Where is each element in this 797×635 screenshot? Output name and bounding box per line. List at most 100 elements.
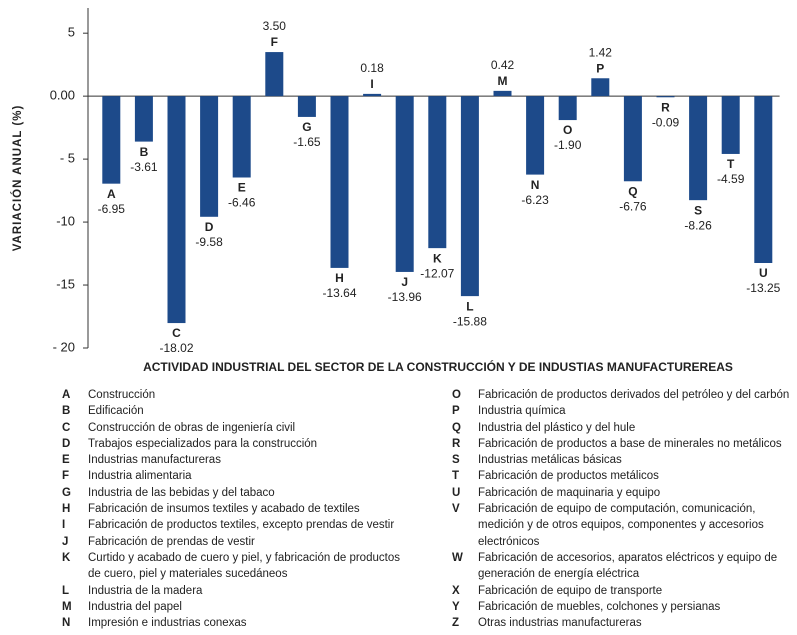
value-label: -8.26 — [684, 218, 712, 232]
legend-label: Trabajos especializados para la construc… — [88, 437, 318, 450]
legend-key: Y — [452, 600, 460, 613]
value-label: -18.02 — [159, 341, 193, 355]
legend-item: S Industrias metálicas básicas — [452, 452, 797, 468]
bar — [689, 96, 708, 201]
value-label: -6.76 — [619, 199, 647, 213]
legend-label: Industria alimentaria — [88, 470, 192, 483]
category-label: I — [370, 77, 373, 91]
legend-label: Industria de las bebidas y del tabaco — [88, 486, 275, 499]
bar — [200, 96, 219, 217]
category-label: L — [466, 299, 473, 313]
category-label: O — [563, 123, 572, 137]
value-label: 0.18 — [360, 61, 384, 75]
legend-item: I Fabricación de productos textiles, exce… — [62, 517, 402, 533]
value-label: -15.88 — [453, 314, 487, 328]
legend-key: F — [62, 470, 70, 483]
value-label: 1.42 — [589, 45, 613, 59]
legend-item: N Impresión e industrias conexas — [62, 615, 402, 631]
bar — [297, 96, 316, 117]
value-label: -13.96 — [388, 290, 422, 304]
value-label: -9.58 — [195, 235, 223, 249]
y-tick-label: - 5 — [60, 151, 75, 166]
legend-key: K — [62, 551, 71, 564]
legend-label: Industria del papel — [88, 600, 182, 613]
value-label: -12.07 — [420, 266, 454, 280]
bar — [460, 96, 479, 297]
legend-key: C — [62, 421, 71, 434]
legend-key: S — [452, 454, 460, 467]
legend-item: L Industria de la madera — [62, 583, 402, 599]
value-label: 0.42 — [491, 58, 515, 72]
legend-key: Z — [452, 617, 460, 630]
value-label: -13.64 — [322, 286, 356, 300]
bar — [558, 96, 577, 121]
legend-label: Industrias manufactureras — [88, 454, 221, 467]
legend-key: L — [62, 584, 70, 597]
legend-item: V Fabricación de equipo de computación, c… — [452, 501, 797, 550]
legend-item: O Fabricación de productos derivados del … — [452, 387, 797, 403]
legend-item: A Construcción — [62, 387, 402, 403]
legend-key: E — [62, 454, 70, 467]
legend-label: Fabricación de productos derivados del p… — [478, 389, 790, 401]
bar — [330, 96, 349, 268]
legend-item: H Fabricación de insumos textiles y acaba… — [62, 501, 402, 517]
legend-label: Industrias metálicas básicas — [478, 454, 622, 467]
legend-item: R Fabricación de productos a base de mine… — [452, 436, 797, 452]
legend-label: Industria química — [478, 405, 566, 418]
legend-key: M — [62, 600, 72, 613]
legend-label: Fabricación de prendas de vestir — [88, 535, 255, 548]
category-label: M — [498, 74, 508, 88]
category-label: U — [759, 266, 768, 280]
category-label: A — [107, 187, 116, 201]
bar — [428, 96, 447, 249]
legend-item: D Trabajos especializados para la constru… — [62, 436, 402, 452]
value-label: 3.50 — [263, 19, 287, 33]
legend-label: Otras industrias manufactureras — [478, 617, 642, 630]
legend-key: X — [452, 584, 460, 597]
value-label: -0.09 — [652, 115, 680, 129]
legend-left: A Construcción B Edificación C Construcción d… — [62, 387, 402, 631]
legend-item: K Curtido y acabado de cuero y piel, y fa… — [62, 550, 402, 583]
legend-label: Curtido y acabado de cuero y piel, y fab… — [88, 551, 400, 581]
category-label: F — [271, 35, 278, 49]
bar — [102, 96, 121, 184]
category-label: E — [238, 181, 246, 195]
legend-item: U Fabricación de maquinaria y equipo — [452, 485, 797, 501]
category-label: S — [694, 203, 702, 217]
legend-key: I — [62, 519, 66, 532]
value-label: -6.95 — [98, 202, 126, 216]
value-label: -1.90 — [554, 138, 582, 152]
legend-label: Industria de la madera — [88, 584, 203, 597]
bar — [623, 96, 642, 182]
bar — [721, 96, 740, 154]
legend-key: N — [62, 617, 71, 630]
legend-item: T Fabricación de productos metálicos — [452, 468, 797, 484]
legend-key: P — [452, 405, 460, 418]
y-tick-label: 5 — [68, 25, 75, 40]
category-label: H — [335, 271, 344, 285]
bar — [363, 93, 382, 97]
bar — [167, 96, 186, 324]
legend-key: T — [452, 470, 460, 483]
legend-label: Fabricación de productos metálicos — [478, 470, 659, 483]
legend-item: G Industria de las bebidas y del tabaco — [62, 485, 402, 501]
legend-key: Q — [452, 421, 461, 434]
category-label: N — [531, 178, 540, 192]
legend-key: J — [62, 535, 69, 548]
legend-label: Fabricación de productos textiles, excep… — [88, 519, 395, 532]
legend-key: V — [452, 503, 460, 516]
category-label: C — [172, 326, 181, 340]
legend-key: B — [62, 405, 71, 418]
legend-item: F Industria alimentaria — [62, 468, 402, 484]
category-label: T — [727, 157, 735, 171]
value-label: -6.46 — [228, 196, 256, 210]
value-label: -13.25 — [746, 281, 780, 295]
legend-label: Fabricación de equipo de computación, co… — [478, 503, 764, 548]
legend-item: Y Fabricación de muebles, colchones y per… — [452, 599, 797, 615]
y-axis-title: VARIACIÓN ANUAL (%) — [11, 105, 24, 252]
legend-item: Q Industria del plástico y del hule — [452, 420, 797, 436]
legend-label: Impresión e industrias conexas — [88, 617, 247, 630]
legend-label: Construcción de obras de ingeniería civi… — [88, 421, 296, 434]
y-tick-label: -10 — [56, 214, 75, 229]
